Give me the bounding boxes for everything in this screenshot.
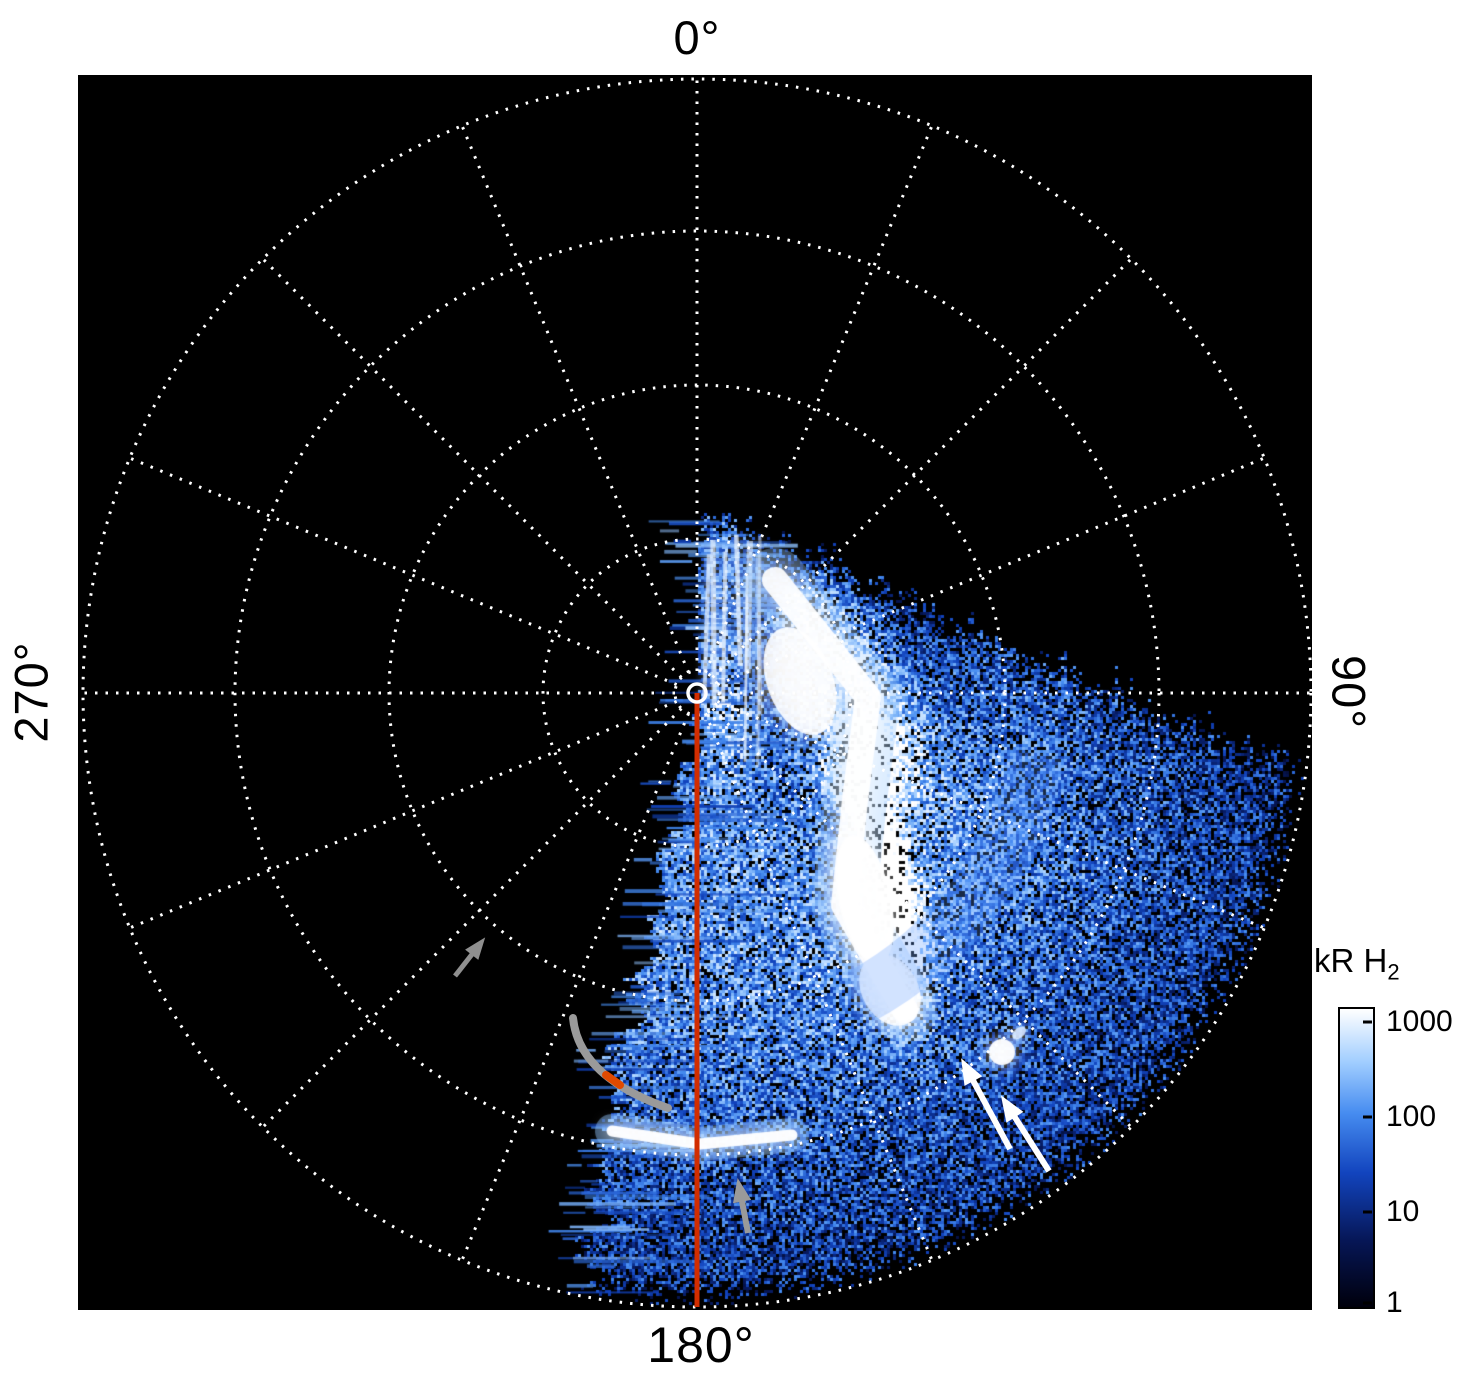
white-arrow-1-head [961,1058,983,1086]
grid-spoke [129,456,678,686]
plot-area [78,75,1312,1310]
grid-spoke [704,712,934,1261]
gray-arrow-lower-head [733,1178,752,1204]
grid-spoke [711,257,1133,679]
white-arrow-2 [1008,1109,1052,1173]
grid-spoke [129,700,678,930]
grid-spoke [711,707,1133,1129]
colorbar: 1000 100 10 1 [1338,1005,1453,1319]
axis-label-180deg: 180° [647,1317,755,1373]
grid-spoke [460,712,690,1261]
colorbar-gradient [1338,1007,1375,1309]
colorbar-tick-100: 100 [1386,1099,1437,1133]
grid-spoke [261,707,683,1129]
pole-marker [686,682,708,704]
colorbar-tickmark [1363,1115,1372,1119]
orange-tick-annotation [602,1071,624,1089]
grid-spoke [716,456,1265,686]
colorbar-tick-1000: 1000 [1386,1005,1453,1039]
colorbar-tickmark [1363,1210,1372,1214]
grid-spoke [460,125,690,674]
axis-label-0deg: 0° [673,11,721,64]
overlay-svg [81,77,1312,1309]
colorbar-title-text: kR H [1314,942,1388,979]
gray-arc-annotation [569,1014,672,1112]
axis-label-90deg: 90° [1322,654,1376,730]
colorbar-title: kR H2 [1314,942,1400,986]
colorbar-title-subscript: 2 [1387,959,1400,985]
grid-spoke [716,700,1265,930]
colorbar-tick-10: 10 [1386,1195,1420,1229]
white-arrow-2-head [1000,1095,1024,1123]
colorbar-tickmark [1363,1020,1372,1024]
grid-spoke [704,125,934,674]
axis-label-270deg: 270° [4,641,58,743]
gray-arrow-upper-head [465,937,486,960]
white-arrow-1 [967,1073,1013,1151]
grid-spoke [261,257,683,679]
grid-circle [81,77,1312,1309]
colorbar-tickmark [1363,1301,1372,1305]
colorbar-tick-1: 1 [1386,1285,1403,1319]
